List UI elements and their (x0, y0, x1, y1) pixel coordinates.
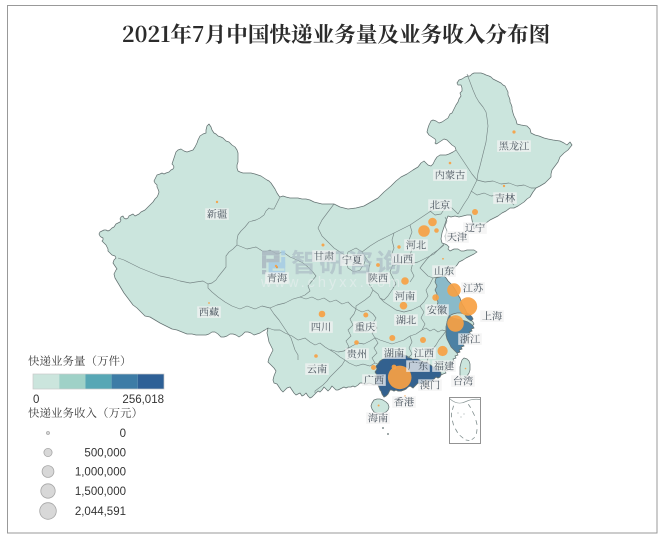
svg-text:500,000: 500,000 (84, 448, 126, 460)
svg-text:0: 0 (120, 428, 126, 440)
svg-text:1,500,000: 1,500,000 (75, 486, 126, 498)
svg-text:1,000,000: 1,000,000 (75, 467, 126, 479)
svg-text:256,018: 256,018 (122, 394, 164, 406)
svg-text:0: 0 (33, 394, 39, 406)
svg-text:2,044,591: 2,044,591 (75, 506, 126, 518)
svg-text:www.chyxx.com: www.chyxx.com (260, 275, 403, 291)
